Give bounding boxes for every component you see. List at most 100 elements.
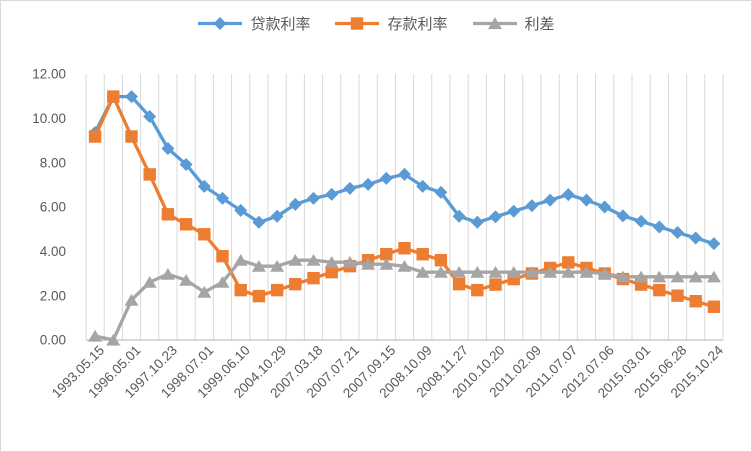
marker-square xyxy=(689,295,702,308)
legend-label-deposit-rate: 存款利率 xyxy=(387,16,448,33)
legend-marker-spread xyxy=(472,17,517,30)
legend-marker-deposit-rate xyxy=(335,17,380,30)
marker-triangle xyxy=(179,273,194,286)
marker-diamond xyxy=(525,199,539,213)
marker-diamond xyxy=(252,215,266,229)
marker-diamond xyxy=(325,187,339,201)
marker-diamond xyxy=(434,185,448,199)
marker-square xyxy=(351,17,364,30)
marker-square xyxy=(125,130,138,143)
marker-diamond xyxy=(288,197,302,211)
marker-triangle xyxy=(597,267,612,280)
marker-diamond xyxy=(470,215,484,229)
marker-triangle xyxy=(543,265,558,278)
marker-triangle xyxy=(124,293,139,306)
marker-triangle xyxy=(270,259,285,272)
legend-label-loan-rate: 贷款利率 xyxy=(250,16,311,33)
marker-triangle xyxy=(706,270,721,283)
marker-square xyxy=(307,271,320,285)
marker-diamond xyxy=(561,188,575,202)
marker-diamond xyxy=(634,214,648,228)
marker-triangle xyxy=(142,275,157,288)
marker-square xyxy=(234,283,247,297)
marker-triangle xyxy=(288,254,303,266)
marker-triangle xyxy=(488,265,503,278)
marker-diamond xyxy=(507,204,521,218)
marker-diamond xyxy=(179,157,193,171)
marker-triangle xyxy=(688,270,703,283)
legend-marker-loan-rate xyxy=(198,17,243,30)
marker-triangle xyxy=(506,265,521,278)
marker-triangle xyxy=(561,265,576,278)
marker-triangle xyxy=(487,17,502,30)
legend-label-spread: 利差 xyxy=(524,16,555,33)
marker-triangle xyxy=(470,265,485,278)
marker-square xyxy=(489,278,502,291)
marker-triangle xyxy=(524,265,539,278)
marker-triangle xyxy=(160,267,175,280)
marker-triangle xyxy=(452,265,467,278)
marker-square xyxy=(671,289,684,302)
legend-item-deposit-rate: 存款利率 xyxy=(334,13,448,34)
marker-diamond xyxy=(489,210,502,224)
marker-diamond xyxy=(343,181,357,195)
marker-square xyxy=(88,130,102,143)
series-line-triangle xyxy=(93,258,716,342)
marker-square xyxy=(653,283,666,297)
marker-square xyxy=(107,90,120,103)
legend-item-spread: 利差 xyxy=(472,13,555,34)
marker-triangle xyxy=(233,254,248,266)
marker-triangle xyxy=(634,270,649,283)
y-axis-tick-label: 4.00 xyxy=(40,244,66,259)
marker-diamond xyxy=(161,141,175,155)
y-axis-tick-label: 0.00 xyxy=(40,333,66,348)
marker-diamond xyxy=(616,209,630,223)
marker-diamond xyxy=(707,237,721,251)
marker-square xyxy=(289,277,302,291)
marker-triangle xyxy=(415,265,430,278)
y-axis-tick-label: 12.00 xyxy=(32,67,66,82)
y-axis-tick-label: 8.00 xyxy=(40,155,66,170)
marker-diamond xyxy=(125,90,138,104)
marker-diamond xyxy=(452,209,466,223)
marker-triangle xyxy=(251,259,266,272)
marker-square xyxy=(270,283,284,297)
marker-diamond xyxy=(416,179,430,193)
legend-item-loan-rate: 贷款利率 xyxy=(197,13,310,34)
marker-diamond xyxy=(689,231,703,245)
y-axis-tick-label: 10.00 xyxy=(32,111,66,126)
marker-square xyxy=(216,250,229,263)
marker-square xyxy=(707,300,721,313)
marker-triangle xyxy=(306,254,321,266)
marker-diamond xyxy=(234,203,248,217)
marker-diamond xyxy=(671,225,684,239)
marker-triangle xyxy=(615,270,630,283)
marker-square xyxy=(198,228,211,241)
marker-square xyxy=(252,289,266,303)
y-axis-tick-label: 6.00 xyxy=(40,200,66,215)
marker-triangle xyxy=(88,329,103,342)
marker-diamond xyxy=(580,193,593,207)
marker-triangle xyxy=(397,259,412,272)
marker-square xyxy=(398,242,411,255)
y-axis-tick-label: 2.00 xyxy=(40,288,66,303)
marker-diamond xyxy=(598,200,612,214)
marker-square xyxy=(471,283,484,297)
marker-diamond xyxy=(216,191,229,205)
marker-diamond xyxy=(543,193,557,207)
marker-square xyxy=(434,254,448,267)
marker-diamond xyxy=(213,17,227,30)
marker-diamond xyxy=(652,220,666,234)
marker-triangle xyxy=(106,333,121,346)
marker-diamond xyxy=(398,167,411,181)
marker-diamond xyxy=(270,209,284,223)
marker-square xyxy=(562,256,575,269)
marker-triangle xyxy=(342,255,357,268)
marker-square xyxy=(416,248,429,261)
marker-triangle xyxy=(433,265,448,278)
marker-square xyxy=(161,208,175,221)
marker-triangle xyxy=(652,270,667,283)
marker-triangle xyxy=(579,265,594,278)
marker-diamond xyxy=(379,171,393,185)
